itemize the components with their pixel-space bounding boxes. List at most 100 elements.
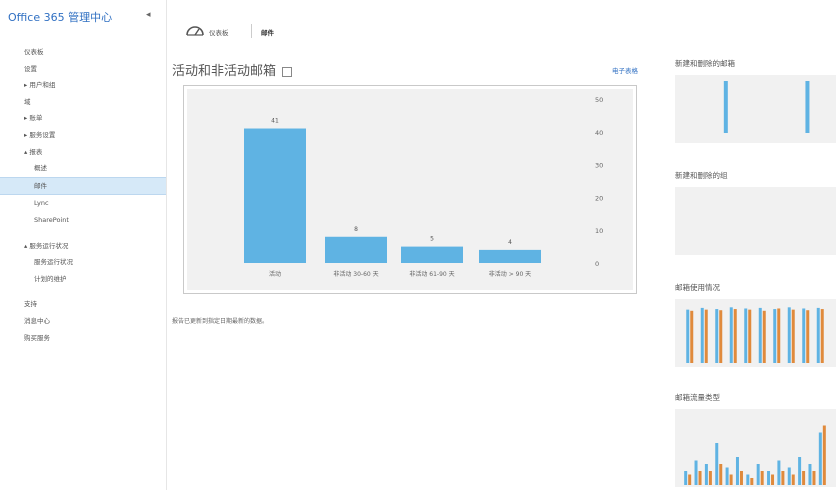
sidebar-item[interactable]: 仪表板 (24, 48, 44, 56)
mini-bar (767, 471, 771, 485)
mini-bar (816, 307, 820, 363)
panel-title[interactable]: 新建和删除的邮箱 (675, 59, 735, 68)
mini-bar (802, 308, 806, 363)
panel-chart[interactable] (675, 75, 836, 143)
mini-bar (812, 471, 816, 485)
mini-bar (762, 310, 766, 363)
mini-bar (805, 81, 810, 133)
nav-spacer (0, 229, 166, 238)
sidebar-nav: 仪表板设置 ▸ 用户和组域 ▸ 账单 ▸ 服务设置 ▴ 报表概述邮件 Lync ShareP… (0, 44, 166, 346)
mini-bar (820, 309, 824, 363)
mini-bar (688, 474, 692, 485)
mini-bar (791, 474, 795, 485)
chart-bar (244, 128, 306, 263)
mini-bar (719, 310, 723, 363)
mini-bar (744, 308, 748, 363)
sidebar-item[interactable]: 计划的维护 (34, 274, 67, 283)
mini-bar (777, 460, 781, 485)
mini-bar (781, 471, 785, 485)
mini-bar (802, 471, 806, 485)
sidebar-item[interactable]: 支持 (24, 300, 37, 309)
mini-bar (725, 467, 729, 485)
mini-bar (758, 307, 762, 363)
mini-bar (715, 309, 719, 363)
sidebar-item[interactable]: 邮件 (0, 176, 166, 196)
mini-bar (787, 307, 791, 363)
mini-bar (700, 307, 704, 363)
sidebar-item[interactable]: ▸ 服务设置 (24, 130, 56, 139)
top-bar: 仪表板 邮件 (166, 18, 836, 48)
panel-new-deleted-groups[interactable]: 新建和删除的组 (675, 170, 836, 255)
panel-chart[interactable] (675, 187, 836, 255)
app-title[interactable]: Office 365 管理中心 (8, 11, 113, 24)
sidebar-item[interactable]: 域 (24, 97, 31, 106)
nav-spacer (0, 287, 166, 296)
mailbox-bar-chart: 0 10 20 30 40 50 41 活动 8 非活动 30-60 天 5 非活动 61-90 天 4… (244, 96, 603, 278)
sidebar-item[interactable]: ▴ 报表 (24, 147, 43, 156)
x-tick-label: 非活动 61-90 天 (409, 270, 454, 278)
panel-title[interactable]: 邮箱流量类型 (675, 393, 720, 402)
mini-bar (787, 467, 791, 485)
data-label: 8 (354, 226, 358, 233)
sidebar-item[interactable]: ▴ 服务运行状况 (24, 241, 69, 250)
sidebar-item[interactable]: Lync (34, 199, 49, 208)
panel-title[interactable]: 邮箱使用情况 (675, 283, 720, 292)
mini-bar (735, 457, 739, 485)
mini-bar (733, 309, 737, 363)
dashboard-icon[interactable] (185, 23, 205, 37)
y-tick-label: 0 (595, 260, 599, 268)
breadcrumb-divider (251, 24, 252, 38)
y-tick-label: 40 (595, 129, 603, 137)
mini-bar (690, 310, 694, 363)
sidebar-item[interactable]: 服务运行状况 (34, 258, 73, 267)
panel-mail-traffic-types[interactable]: 邮箱流量类型 (675, 392, 836, 487)
mini-bar (822, 425, 826, 485)
chart-bar (479, 249, 541, 263)
mini-bar (806, 310, 810, 363)
data-label: 41 (271, 118, 279, 125)
mini-bar (723, 81, 728, 133)
mini-bar (719, 464, 723, 485)
data-label: 4 (508, 239, 512, 246)
mini-bar (771, 474, 775, 485)
y-tick-label: 30 (595, 162, 603, 170)
sidebar-item[interactable]: ▸ 用户和组 (24, 81, 56, 90)
x-tick-label: 非活动 > 90 天 (489, 270, 531, 278)
mini-bar (686, 309, 690, 363)
sidebar-item[interactable]: 概述 (34, 164, 47, 173)
sidebar-item[interactable]: 购买服务 (24, 333, 50, 342)
mini-bar (698, 471, 702, 485)
mini-bar (704, 464, 708, 485)
panel-chart[interactable] (675, 299, 836, 367)
sidebar-item[interactable]: 消息中心 (24, 316, 50, 325)
export-spreadsheet-link[interactable]: 电子表格 (612, 67, 638, 75)
mini-bar (791, 309, 795, 363)
mini-bar (729, 307, 733, 363)
mini-bar (694, 460, 698, 485)
sidebar-item[interactable]: 设置 (24, 64, 37, 73)
x-tick-label: 活动 (269, 270, 281, 278)
mini-bar (750, 478, 754, 485)
mini-bar (708, 471, 712, 485)
panel-mailbox-usage[interactable]: 邮箱使用情况 (675, 282, 836, 367)
mini-bar (746, 474, 750, 485)
panel-chart[interactable] (675, 409, 836, 487)
report-footnote: 报告已更新到指定日期最新的数据。 (172, 318, 269, 325)
mini-bar (729, 474, 733, 485)
mini-bar (808, 464, 812, 485)
info-box-icon[interactable] (282, 66, 293, 77)
panel-new-deleted-mailboxes[interactable]: 新建和删除的邮箱 (675, 58, 836, 143)
collapse-chevron-icon[interactable]: ◂ (146, 10, 151, 20)
sidebar-item[interactable]: SharePoint (34, 215, 69, 224)
panel-title[interactable]: 新建和删除的组 (675, 171, 728, 180)
mini-bar (739, 471, 743, 485)
sidebar-item[interactable]: ▸ 账单 (24, 114, 43, 123)
chart-bar (401, 246, 463, 263)
breadcrumb-dashboard[interactable]: 仪表板 (209, 29, 229, 37)
sidebar: Office 365 管理中心 ◂ 仪表板设置 ▸ 用户和组域 ▸ 账单 ▸ 服务设置… (0, 0, 167, 490)
mini-bar (715, 443, 719, 485)
chart-area: 0 10 20 30 40 50 41 活动 8 非活动 30-60 天 5 非活动 61-90 天 4… (187, 89, 633, 290)
y-tick-label: 20 (595, 194, 603, 202)
mini-bar (777, 308, 781, 363)
y-tick-label: 50 (595, 96, 603, 104)
